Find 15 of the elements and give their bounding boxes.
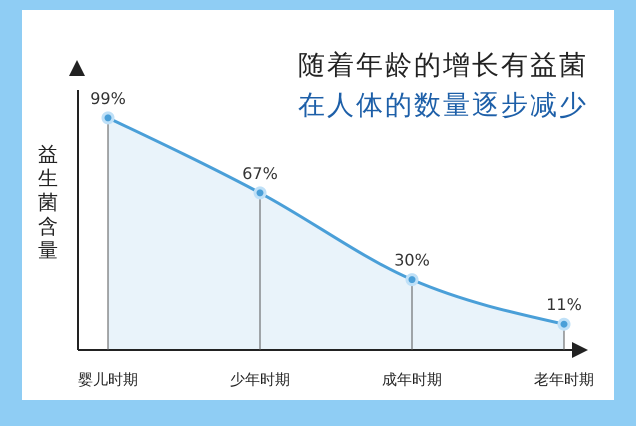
- data-label: 11%: [546, 295, 582, 314]
- x-tick-label: 老年时期: [534, 370, 594, 389]
- point: [102, 111, 114, 124]
- point: [406, 273, 418, 286]
- x-tick-label: 少年时期: [230, 370, 290, 389]
- y-axis-title: 益生菌含量: [37, 142, 59, 262]
- data-label: 99%: [90, 88, 126, 108]
- chart-subtitle: 在人体的数量逐步减少: [298, 89, 588, 123]
- point: [558, 318, 570, 331]
- x-tick-label: 婴儿时期: [78, 370, 138, 389]
- chart-title: 随着年龄的增长有益菌: [298, 49, 588, 83]
- point: [254, 186, 266, 200]
- data-label: 30%: [394, 250, 430, 270]
- x-tick-label: 成年时期: [382, 370, 442, 389]
- data-label: 67%: [242, 164, 278, 183]
